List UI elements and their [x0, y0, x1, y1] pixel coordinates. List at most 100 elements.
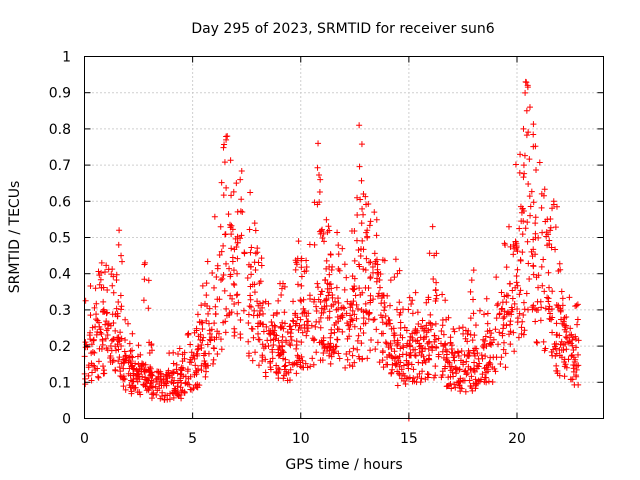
data-point: [209, 270, 216, 277]
data-point: [493, 274, 500, 281]
data-point: [492, 326, 499, 333]
data-point: [270, 312, 277, 319]
data-point: [265, 342, 272, 349]
data-point: [97, 276, 104, 283]
data-point: [140, 381, 147, 388]
data-point: [494, 302, 501, 309]
data-point: [414, 373, 421, 380]
data-point: [445, 314, 452, 321]
data-point: [533, 339, 540, 346]
data-point: [392, 256, 399, 263]
data-point: [99, 308, 106, 315]
data-point: [216, 296, 223, 303]
data-point: [341, 305, 348, 312]
data-point: [559, 295, 566, 302]
data-point: [496, 310, 503, 317]
data-point: [180, 373, 187, 380]
data-point: [100, 370, 107, 377]
data-point: [556, 260, 563, 267]
data-point: [394, 355, 401, 362]
data-point: [545, 306, 552, 313]
data-point: [145, 305, 152, 312]
data-point: [211, 284, 218, 291]
data-point: [141, 276, 148, 283]
data-point: [281, 309, 288, 316]
data-point: [259, 304, 266, 311]
data-point: [559, 320, 566, 327]
data-point: [211, 320, 218, 327]
data-point: [432, 320, 439, 327]
data-point: [403, 327, 410, 334]
data-point: [371, 209, 378, 216]
data-point: [412, 338, 419, 345]
data-point: [354, 305, 361, 312]
data-point: [333, 284, 340, 291]
data-point: [120, 376, 127, 383]
data-point: [515, 334, 522, 341]
data-point: [169, 389, 176, 396]
y-tick-label: 1: [62, 50, 71, 66]
data-point: [328, 353, 335, 360]
data-point: [456, 382, 463, 389]
data-point: [484, 366, 491, 373]
data-point: [326, 289, 333, 296]
data-point: [499, 330, 506, 337]
data-point: [347, 312, 354, 319]
data-point: [314, 164, 321, 171]
data-point: [166, 373, 173, 380]
data-point: [249, 357, 256, 364]
data-point: [394, 368, 401, 375]
data-point: [422, 376, 429, 383]
data-point: [447, 380, 454, 387]
data-point: [122, 352, 129, 359]
data-point: [227, 273, 234, 280]
data-point: [149, 384, 156, 391]
data-point: [549, 288, 556, 295]
data-point: [359, 237, 366, 244]
data-point: [367, 218, 374, 225]
data-point: [423, 299, 430, 306]
data-point: [412, 346, 419, 353]
data-point: [394, 382, 401, 389]
data-point: [396, 299, 403, 306]
data-point: [104, 331, 111, 338]
data-point: [176, 392, 183, 399]
data-point: [464, 352, 471, 359]
data-point: [566, 294, 573, 301]
data-point: [524, 219, 531, 226]
data-point: [199, 282, 206, 289]
data-point: [391, 348, 398, 355]
data-point: [112, 366, 119, 373]
data-point: [542, 218, 549, 225]
data-point: [499, 299, 506, 306]
data-point: [313, 303, 320, 310]
data-point: [282, 362, 289, 369]
data-point: [346, 326, 353, 333]
data-point: [493, 354, 500, 361]
data-point: [386, 317, 393, 324]
data-point: [561, 314, 568, 321]
data-point: [88, 360, 95, 367]
data-point: [277, 323, 284, 330]
data-point: [274, 309, 281, 316]
data-point: [283, 339, 290, 346]
data-point: [130, 384, 137, 391]
data-point: [179, 358, 186, 365]
data-point: [419, 345, 426, 352]
data-point: [313, 308, 320, 315]
data-point: [293, 338, 300, 345]
data-point: [309, 335, 316, 342]
data-point: [170, 369, 177, 376]
data-point: [252, 267, 259, 274]
data-point: [530, 131, 537, 138]
data-point: [443, 354, 450, 361]
data-point: [352, 292, 359, 299]
data-point: [277, 280, 284, 287]
data-point: [267, 366, 274, 373]
data-point: [219, 275, 226, 282]
data-point: [452, 384, 459, 391]
data-point: [462, 388, 469, 395]
data-point: [507, 328, 514, 335]
data-point: [122, 386, 129, 393]
data-point: [290, 318, 297, 325]
